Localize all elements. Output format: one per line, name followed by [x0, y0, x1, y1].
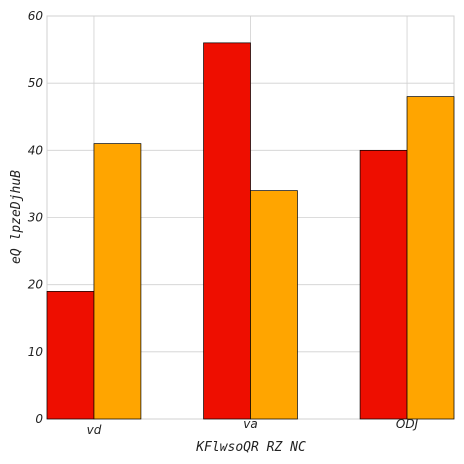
x-axis-title: KFlwsoQR RZ NC: [195, 440, 306, 455]
y-tick-labels: 0 10 20 30 40 50 60: [28, 9, 44, 426]
bars: [46, 42, 455, 420]
bar-series-2-odj: [406, 96, 455, 420]
x-tick-label: vd: [87, 423, 102, 437]
y-tick-label: 20: [28, 278, 44, 292]
x-tick-label: va: [243, 417, 257, 431]
x-tick-label: ODJ: [396, 417, 419, 431]
y-axis-title: eQ lpzeDjhuB: [9, 170, 24, 264]
bar-series-2-va: [250, 190, 298, 420]
bar-series-1-odj: [359, 149, 408, 420]
y-tick-label: 40: [28, 143, 44, 157]
y-tick-label: 10: [28, 345, 44, 359]
y-tick-label: 30: [28, 211, 44, 225]
bar-series-1-vd: [46, 291, 95, 420]
y-tick-label: 60: [28, 9, 44, 23]
x-tick-labels: vd va ODJ: [87, 417, 419, 437]
y-tick-label: 50: [28, 76, 44, 90]
bar-series-1-va: [203, 42, 251, 420]
y-tick-label: 0: [35, 412, 43, 426]
bar-series-2-vd: [93, 143, 142, 420]
